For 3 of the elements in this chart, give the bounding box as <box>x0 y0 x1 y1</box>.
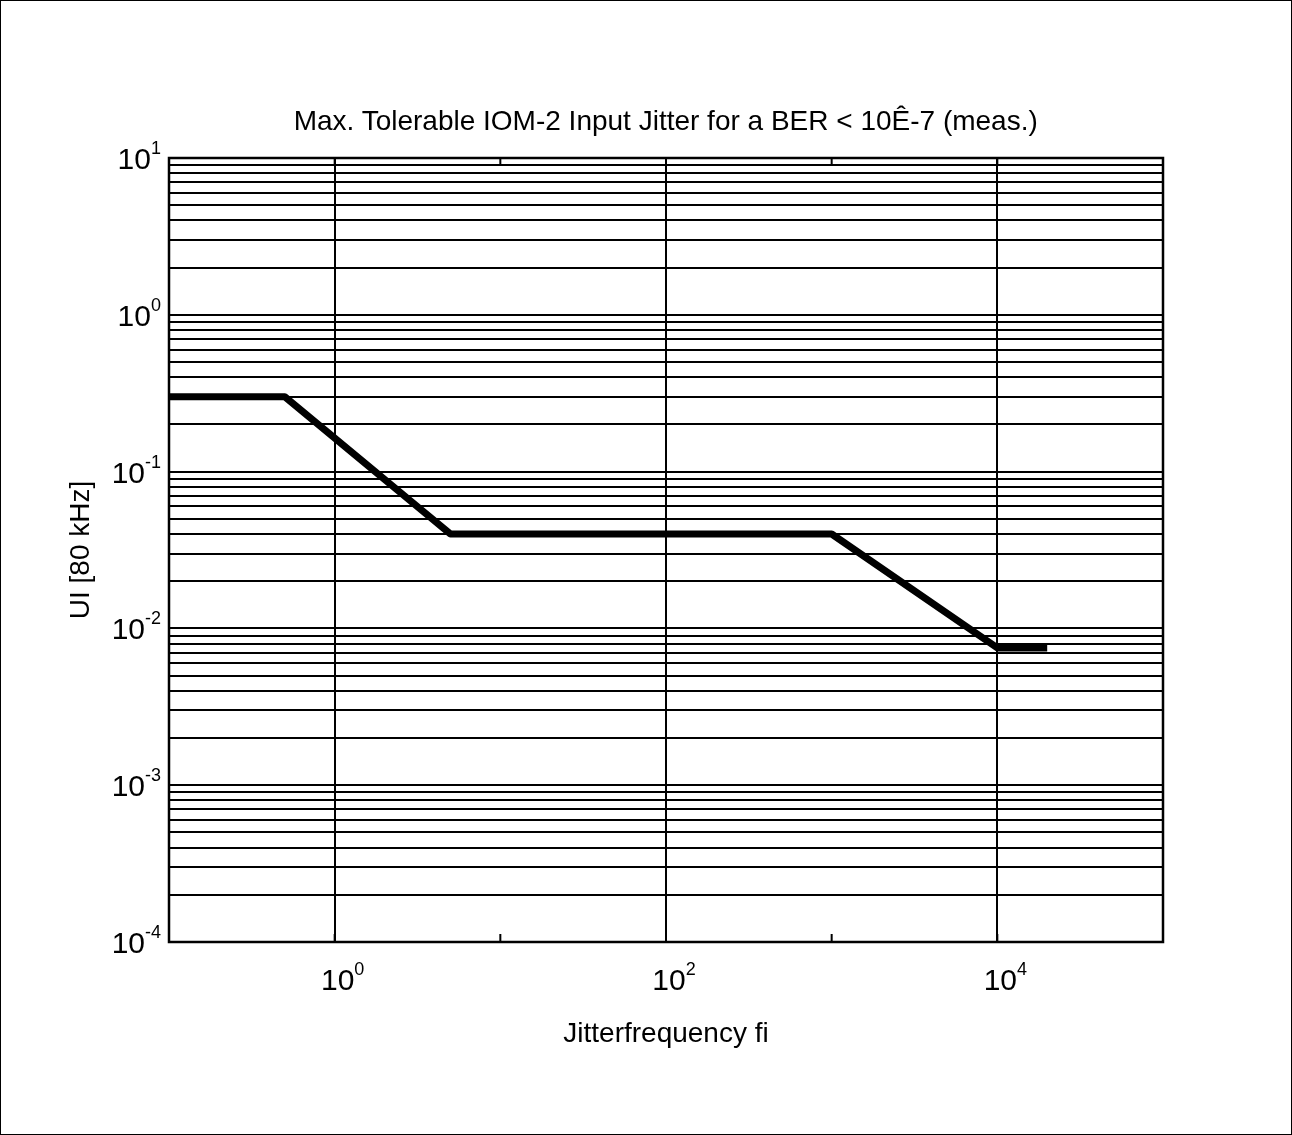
x-axis-title: Jitterfrequency fi <box>563 1017 769 1048</box>
y-axis-title: UI [80 kHz] <box>64 480 95 620</box>
chart-title: Max. Tolerable IOM-2 Input Jitter for a BER < 10Ê-7 (meas.) <box>293 105 1038 136</box>
